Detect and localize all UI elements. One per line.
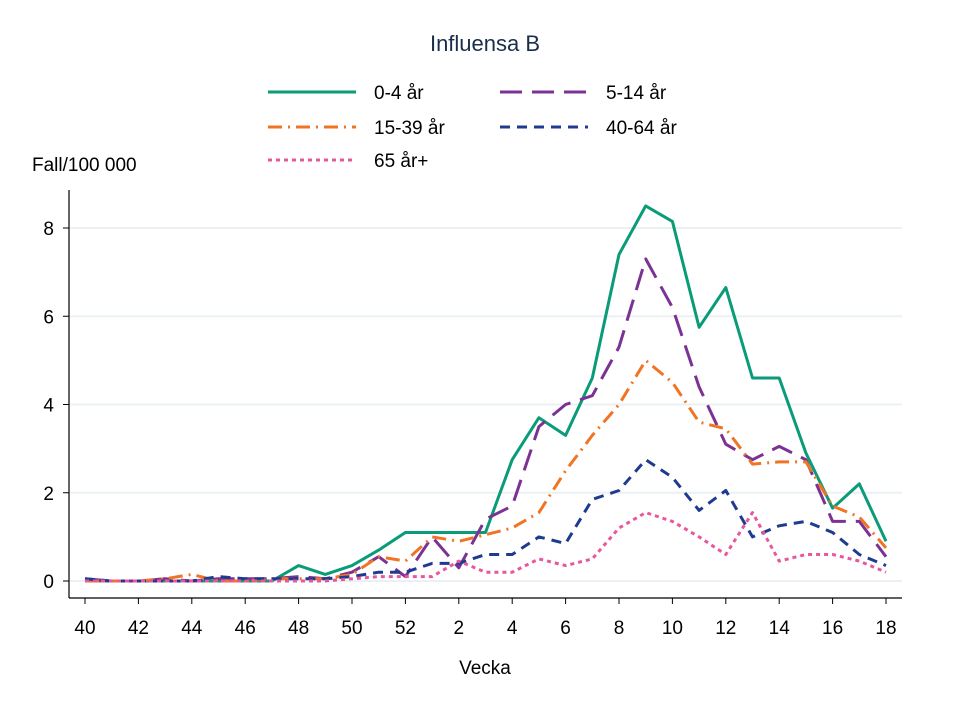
x-tick-label: 16 bbox=[822, 618, 843, 639]
x-tick-label: 4 bbox=[507, 618, 518, 639]
y-tick-label: 2 bbox=[43, 484, 54, 505]
legend-label: 15-39 år bbox=[374, 118, 445, 139]
y-tick-label: 6 bbox=[43, 307, 54, 328]
x-tick-label: 42 bbox=[128, 618, 149, 639]
chart-title: Influensa B bbox=[430, 31, 540, 56]
x-tick-label: 8 bbox=[614, 618, 625, 639]
legend-label: 65 år+ bbox=[374, 151, 428, 172]
series-line-1 bbox=[84, 257, 888, 583]
x-tick-label: 18 bbox=[875, 618, 896, 639]
x-tick-label: 50 bbox=[341, 618, 362, 639]
y-axis-label: Fall/100 000 bbox=[32, 155, 137, 176]
x-tick-label: 12 bbox=[715, 618, 736, 639]
x-tick-label: 14 bbox=[769, 618, 791, 639]
y-tick-label: 8 bbox=[43, 219, 54, 240]
x-tick-label: 44 bbox=[181, 618, 203, 639]
x-tick-label: 46 bbox=[235, 618, 256, 639]
legend-label: 40-64 år bbox=[606, 118, 677, 139]
x-tick-label: 48 bbox=[288, 618, 309, 639]
x-tick-label: 40 bbox=[74, 618, 95, 639]
series-line-3 bbox=[84, 458, 887, 583]
legend-label: 0-4 år bbox=[374, 83, 424, 104]
x-axis-label: Vecka bbox=[459, 658, 511, 679]
x-tick-label: 6 bbox=[560, 618, 571, 639]
series-lines bbox=[84, 204, 888, 583]
legend: 0-4 år 5-14 år 15-39 år 40-64 år 65 år+ bbox=[268, 83, 677, 172]
x-tick-label: 2 bbox=[454, 618, 465, 639]
legend-label: 5-14 år bbox=[606, 83, 667, 104]
y-tick-label: 0 bbox=[43, 572, 54, 593]
x-tick-label: 52 bbox=[395, 618, 416, 639]
series-line-0 bbox=[85, 204, 888, 583]
series-line-4 bbox=[85, 511, 887, 583]
series-line-2 bbox=[85, 358, 888, 583]
y-tick-label: 4 bbox=[43, 396, 54, 417]
gridlines bbox=[70, 227, 902, 582]
x-tick-label: 10 bbox=[662, 618, 683, 639]
